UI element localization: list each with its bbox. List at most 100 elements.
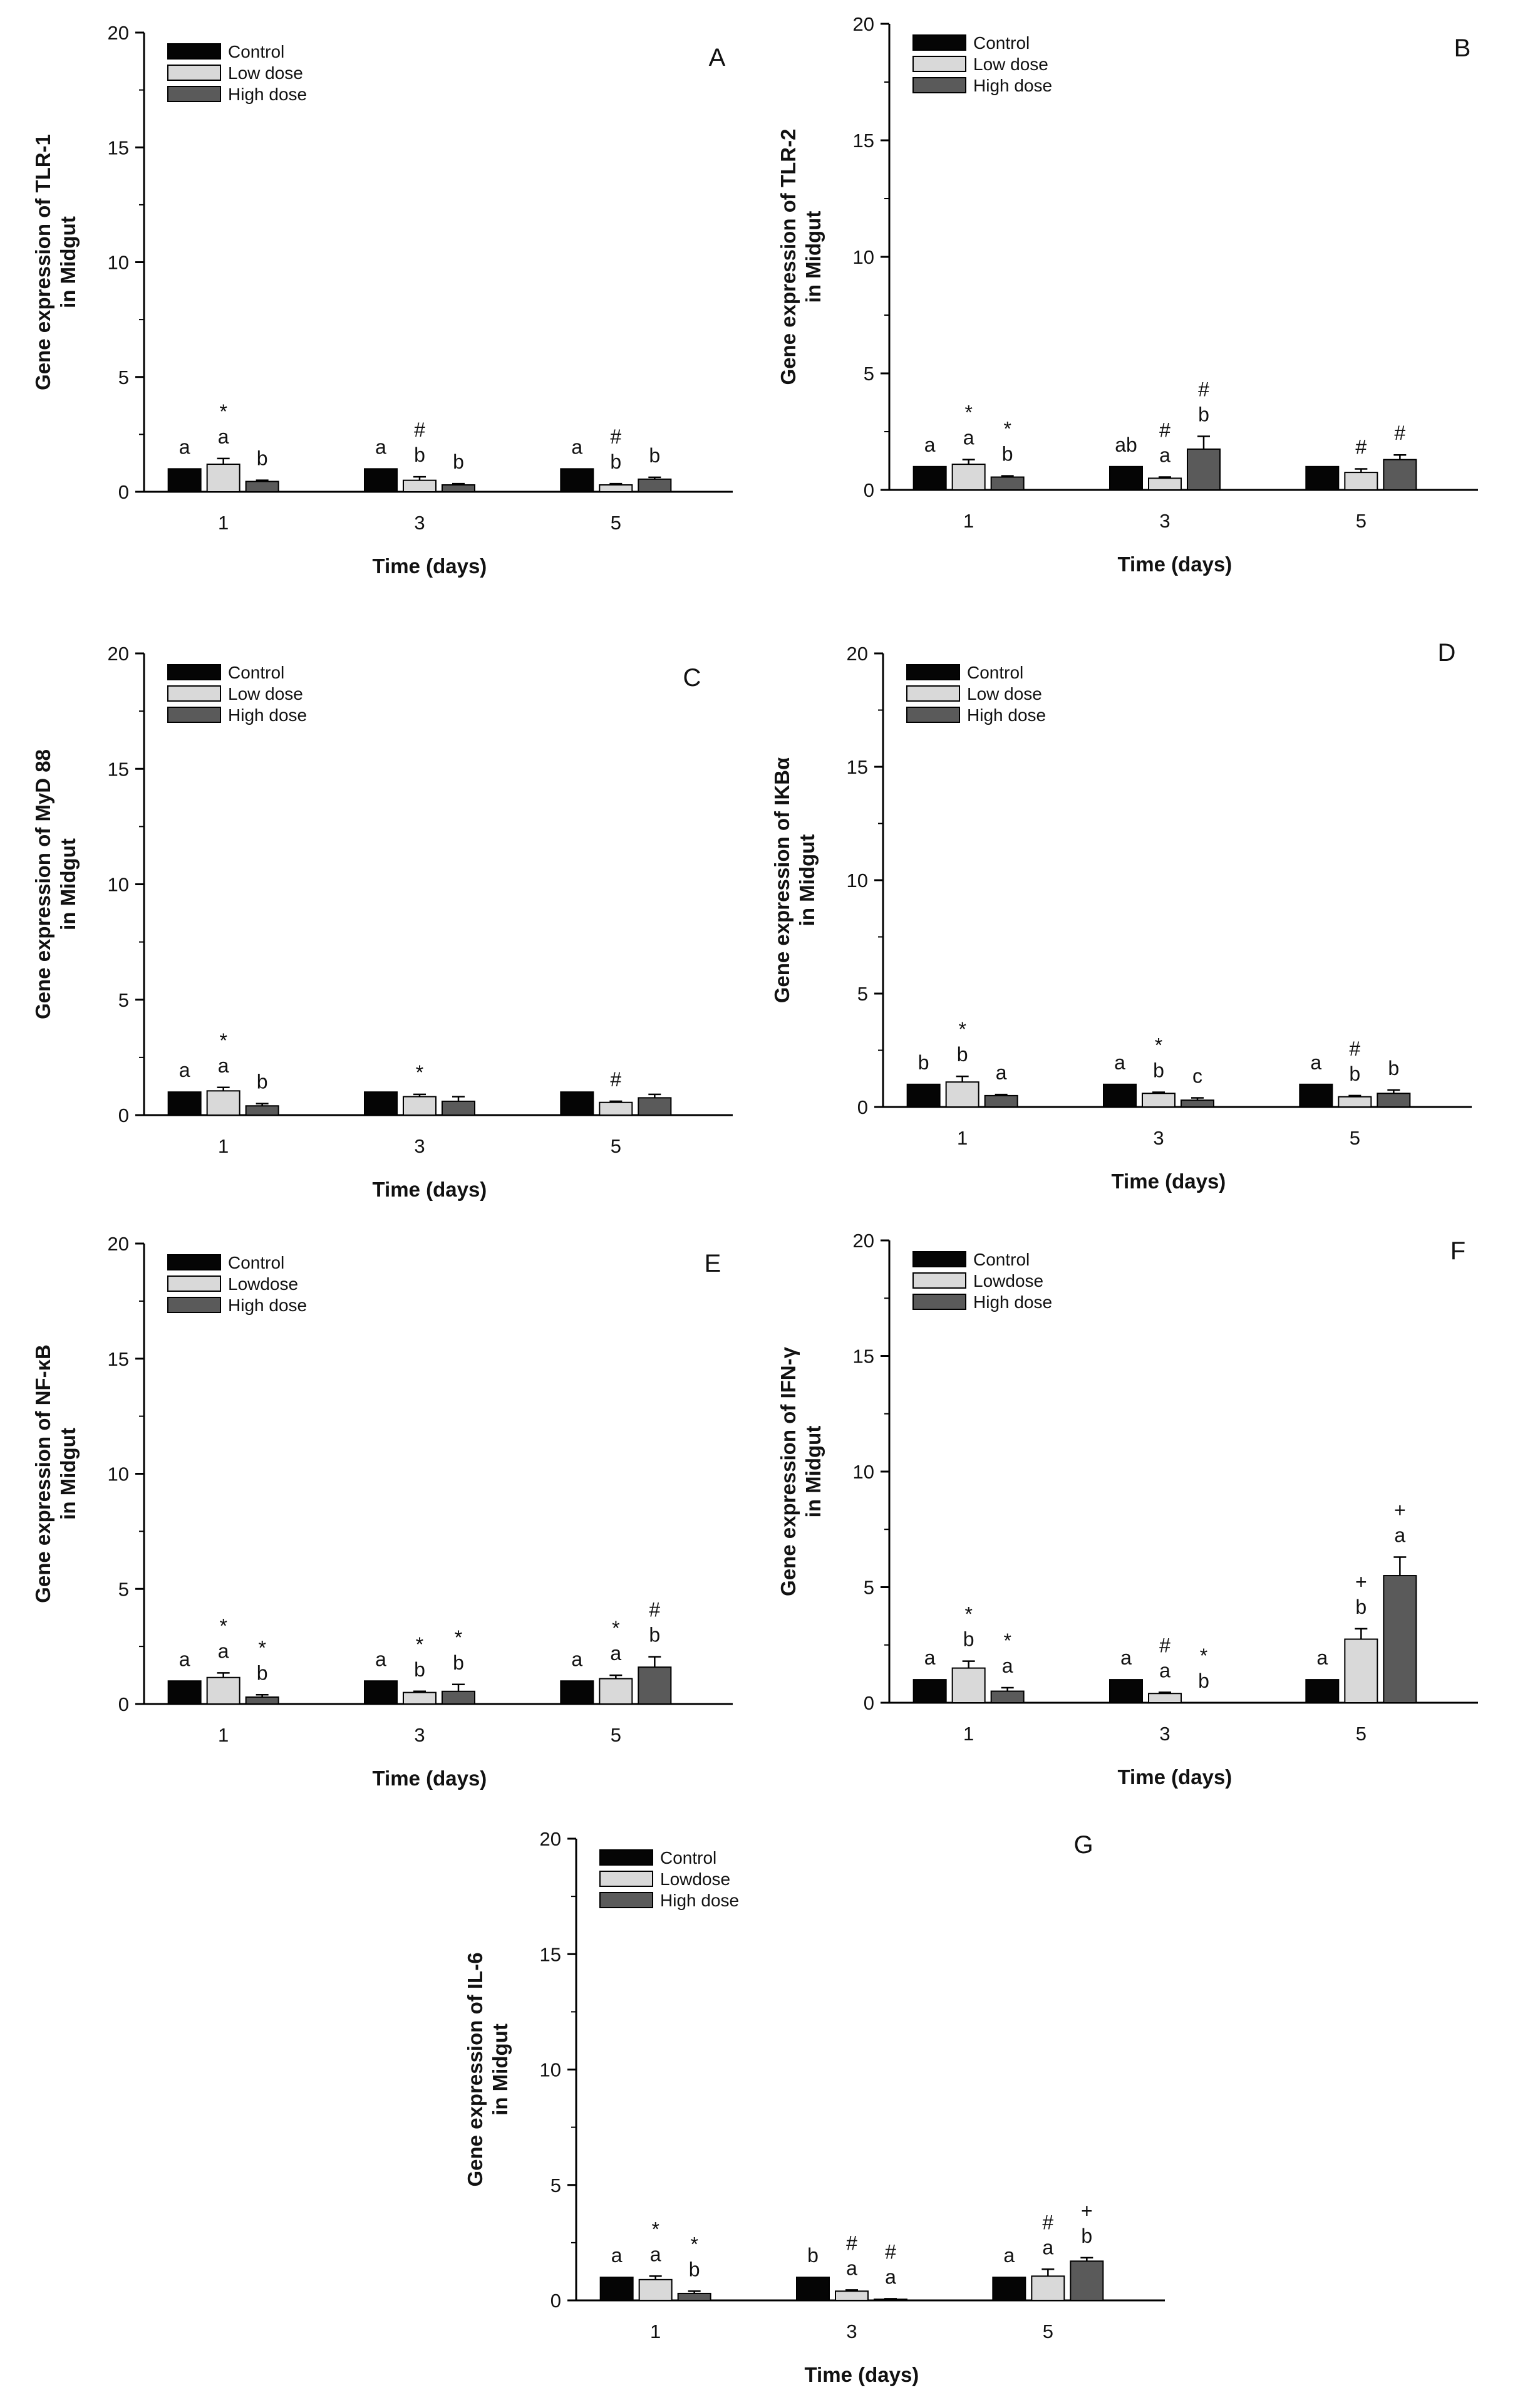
significance-label: * xyxy=(416,1061,423,1084)
x-tick-label: 5 xyxy=(611,512,621,534)
y-tick-label: 5 xyxy=(118,1578,129,1600)
legend-swatch xyxy=(912,1272,966,1289)
x-tick-label: 3 xyxy=(414,1135,425,1157)
significance-label: b xyxy=(807,2244,819,2267)
panel-label: A xyxy=(709,44,726,71)
bar xyxy=(1338,1096,1372,1108)
bar xyxy=(1148,477,1182,491)
legend-swatch xyxy=(912,56,966,72)
legend-label: High dose xyxy=(660,1891,739,1910)
bar xyxy=(560,468,594,492)
bar xyxy=(638,1097,672,1116)
y-tick-label: 5 xyxy=(118,366,129,388)
x-axis-label: Time (days) xyxy=(373,1767,487,1790)
y-tick-label: 0 xyxy=(118,481,129,503)
significance-label: a xyxy=(611,2244,623,2267)
significance-label: a xyxy=(375,435,386,458)
x-axis-label: Time (days) xyxy=(1112,1170,1226,1193)
x-tick-label: 1 xyxy=(650,2320,661,2342)
significance-label: a xyxy=(1114,1051,1125,1074)
significance-label: a xyxy=(1042,2236,1053,2258)
bar xyxy=(206,1676,240,1705)
y-tick-label: 10 xyxy=(108,874,129,896)
significance-label: # xyxy=(610,425,621,448)
bar xyxy=(1109,1679,1143,1704)
x-tick-label: 5 xyxy=(611,1724,621,1746)
bar xyxy=(403,479,437,492)
legend-label: Control xyxy=(973,1250,1030,1269)
x-tick-label: 1 xyxy=(218,1724,229,1746)
legend-label: Control xyxy=(660,1848,716,1868)
bar xyxy=(442,1690,475,1705)
significance-label: ab xyxy=(1115,434,1137,456)
y-tick-label: 0 xyxy=(118,1104,129,1126)
significance-label: b xyxy=(1349,1062,1360,1085)
legend-swatch xyxy=(912,34,966,51)
significance-label: * xyxy=(690,2233,698,2255)
legend-swatch xyxy=(167,1254,221,1270)
bar xyxy=(206,1090,240,1116)
y-axis-label: Gene expression of TLR-1in Midgut xyxy=(31,134,80,390)
bar xyxy=(245,1696,279,1705)
significance-label: b xyxy=(610,450,621,473)
significance-label: c xyxy=(1192,1065,1202,1088)
legend-swatch xyxy=(599,1871,653,1887)
y-tick-label: 5 xyxy=(864,1577,874,1599)
significance-label: a xyxy=(846,2257,857,2279)
significance-label: + xyxy=(1355,1571,1367,1593)
y-tick-label: 5 xyxy=(857,983,868,1005)
significance-label: * xyxy=(1003,418,1011,440)
significance-label: b xyxy=(1198,403,1209,425)
x-tick-label: 1 xyxy=(218,512,229,534)
significance-label: # xyxy=(1355,436,1367,459)
panel-label: E xyxy=(705,1250,721,1277)
y-tick-label: 10 xyxy=(108,252,129,274)
y-tick-label: 5 xyxy=(864,363,874,385)
bar xyxy=(245,1105,279,1116)
significance-label: a xyxy=(650,2243,661,2265)
bar xyxy=(796,2277,830,2301)
significance-label: # xyxy=(1394,422,1405,444)
legend-label: High dose xyxy=(228,705,307,725)
bar xyxy=(638,478,672,493)
significance-label: + xyxy=(1081,2200,1093,2222)
bar xyxy=(1344,472,1378,491)
significance-label: b xyxy=(957,1043,968,1066)
significance-label: * xyxy=(416,1633,423,1656)
bar xyxy=(1070,2260,1104,2301)
x-tick-label: 3 xyxy=(1159,510,1170,532)
y-axis-label: Gene expression of IFN-γin Midgut xyxy=(777,1346,825,1596)
significance-label: b xyxy=(918,1051,929,1074)
significance-label: # xyxy=(885,2240,896,2263)
y-tick-label: 20 xyxy=(847,643,868,665)
significance-label: a xyxy=(963,427,974,449)
significance-label: + xyxy=(1394,1499,1406,1522)
y-axis-label: Gene expression of MyD 88in Midgut xyxy=(31,749,80,1019)
bar xyxy=(990,1690,1025,1704)
y-tick-label: 15 xyxy=(108,758,129,780)
significance-label: a xyxy=(218,1054,229,1077)
significance-label: b xyxy=(649,444,660,467)
x-tick-label: 3 xyxy=(414,1724,425,1746)
significance-label: * xyxy=(651,2218,659,2240)
y-tick-label: 20 xyxy=(108,22,129,44)
panel-label: B xyxy=(1454,34,1471,62)
x-axis-label: Time (days) xyxy=(1118,553,1233,576)
significance-label: b xyxy=(414,1658,425,1681)
x-tick-label: 5 xyxy=(1350,1127,1360,1149)
bar xyxy=(1305,465,1340,491)
significance-label: b xyxy=(257,1071,268,1093)
significance-label: a xyxy=(571,1648,582,1670)
significance-label: a xyxy=(610,1642,621,1665)
significance-label: * xyxy=(219,1029,227,1052)
significance-label: * xyxy=(958,1018,966,1041)
significance-label: a xyxy=(885,2265,896,2288)
significance-label: b xyxy=(1355,1596,1367,1618)
y-tick-label: 5 xyxy=(550,2174,561,2196)
significance-label: * xyxy=(964,1603,972,1626)
significance-label: # xyxy=(1042,2211,1053,2233)
bar xyxy=(599,1101,633,1116)
legend-label: High dose xyxy=(973,1292,1052,1312)
